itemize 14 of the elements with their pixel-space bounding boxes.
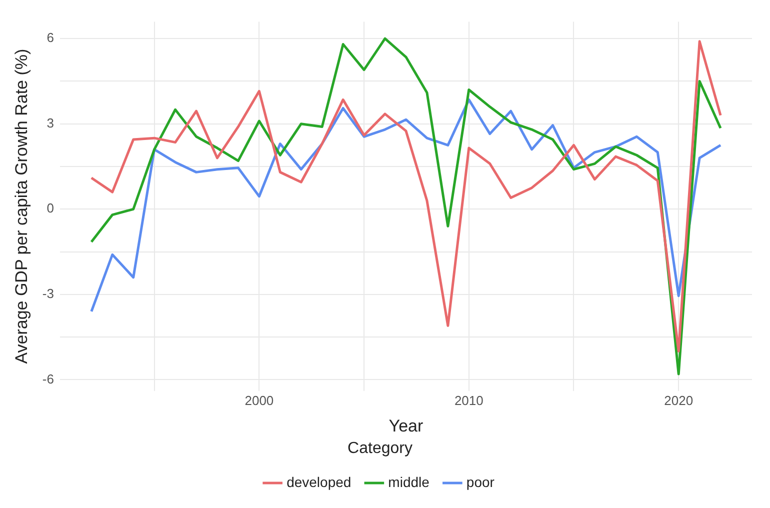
x-tick-label: 2000 xyxy=(244,393,274,408)
y-tick-label: 6 xyxy=(46,30,54,46)
y-tick-label: 3 xyxy=(46,115,54,130)
y-tick-label: 0 xyxy=(46,200,54,216)
legend-label: poor xyxy=(466,474,495,490)
x-axis-title: Year xyxy=(388,416,424,436)
legend-label: middle xyxy=(388,474,430,490)
legend-label: developed xyxy=(286,474,352,490)
x-tick-label: 2020 xyxy=(664,393,694,408)
y-axis-title: Average GDP per capita Growth Rate (%) xyxy=(12,48,31,364)
y-tick-label: -3 xyxy=(42,286,54,302)
x-tick-label: 2010 xyxy=(454,393,484,408)
y-tick-label: -6 xyxy=(42,371,54,386)
legend-title: Category xyxy=(348,440,412,458)
